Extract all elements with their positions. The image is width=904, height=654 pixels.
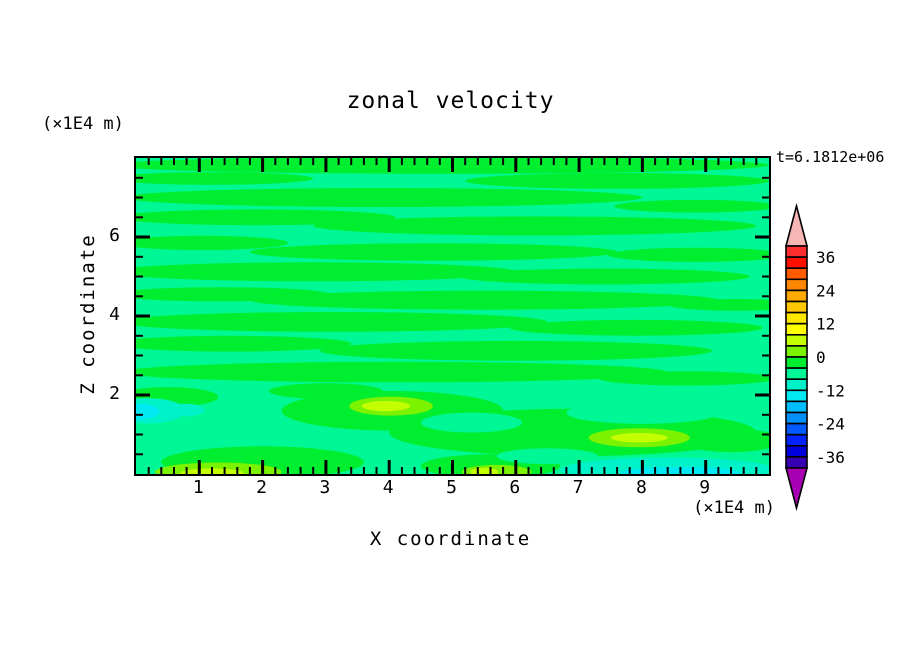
colorbar-segment [785,356,808,369]
contour-band [465,173,769,189]
y-axis-units-label: (×1E4 m) [42,114,124,134]
colorbar-segment [785,334,808,347]
contour-band [610,433,668,443]
colorbar-over-arrow [784,202,809,247]
timestamp-label: t=6.1812e+06 [776,148,885,166]
colorbar-segment [785,267,808,281]
colorbar-tick-label: -24 [816,415,845,434]
colorbar-segment [785,367,808,381]
chart-title: zonal velocity [346,88,555,114]
colorbar-segment [785,278,808,292]
colorbar-segment [785,345,808,358]
contour-band [613,199,779,213]
x-tick-label: 5 [446,477,457,498]
colorbar-segment [785,389,808,403]
contour-plot-area [109,156,808,483]
x-tick-label: 4 [382,477,394,498]
colorbar-segment [785,256,808,269]
x-tick-label: 3 [319,477,331,498]
x-tick-label: 1 [192,477,204,498]
x-tick-label: 2 [256,477,268,498]
colorbar-segment [785,456,808,469]
contour-band [117,312,548,332]
colorbar-segment [785,300,808,314]
contour-band [680,428,782,453]
contour-band [110,335,352,352]
colorbar-segment [785,245,808,258]
contour-band [361,401,411,412]
contour-band [166,403,205,417]
colorbar-tick-label: 36 [816,248,835,267]
colorbar-under-arrow [784,467,809,512]
x-axis-units-label: (×1E4 m) [693,498,775,518]
colorbar-segment [785,289,808,303]
colorbar-tick-label: -36 [816,448,845,467]
y-tick-label: 6 [109,225,120,246]
contour-band [598,371,776,386]
colorbar-segment [785,433,808,447]
contour-field [109,156,808,483]
colorbar-segment [785,400,808,414]
contour-band [313,216,757,236]
contour-band [250,290,719,310]
colorbar-tick-label: 0 [816,348,826,367]
colorbar-segment [785,422,808,436]
x-axis-title: X coordinate [369,528,532,550]
colorbar-segment [785,445,808,458]
contour-band [268,383,383,399]
contour-band [117,209,396,226]
contour-band [123,188,643,207]
y-tick-label: 4 [109,304,120,325]
contour-band [496,448,598,465]
contour-band [249,243,618,261]
contour-band [319,340,712,361]
x-tick-label: 6 [509,477,521,498]
colorbar-segment [785,378,808,392]
colorbar-tick-label: 12 [816,315,835,334]
colorbar: 36 24 12 0 -12 -24 -36 [780,200,904,520]
contour-band [110,262,516,282]
colorbar-segment [785,311,808,325]
contour-band [123,361,668,383]
colorbar-svg: 36 24 12 0 -12 -24 -36 [784,202,845,512]
x-tick-label: 7 [572,477,584,498]
contour-band [509,319,763,336]
contour-band [117,235,288,250]
colorbar-segment [785,411,808,425]
x-tick-label: 8 [635,477,647,498]
contour-band [420,412,523,433]
colorbar-tick-label: 24 [816,281,835,300]
contour-band [566,401,719,424]
x-tick-label: 9 [699,477,711,498]
contour-band [458,268,750,285]
colorbar-segment [785,322,808,336]
contour-band [607,247,785,262]
y-tick-label: 2 [109,383,120,404]
colorbar-tick-label: -12 [816,381,845,400]
contour-band [110,172,314,185]
